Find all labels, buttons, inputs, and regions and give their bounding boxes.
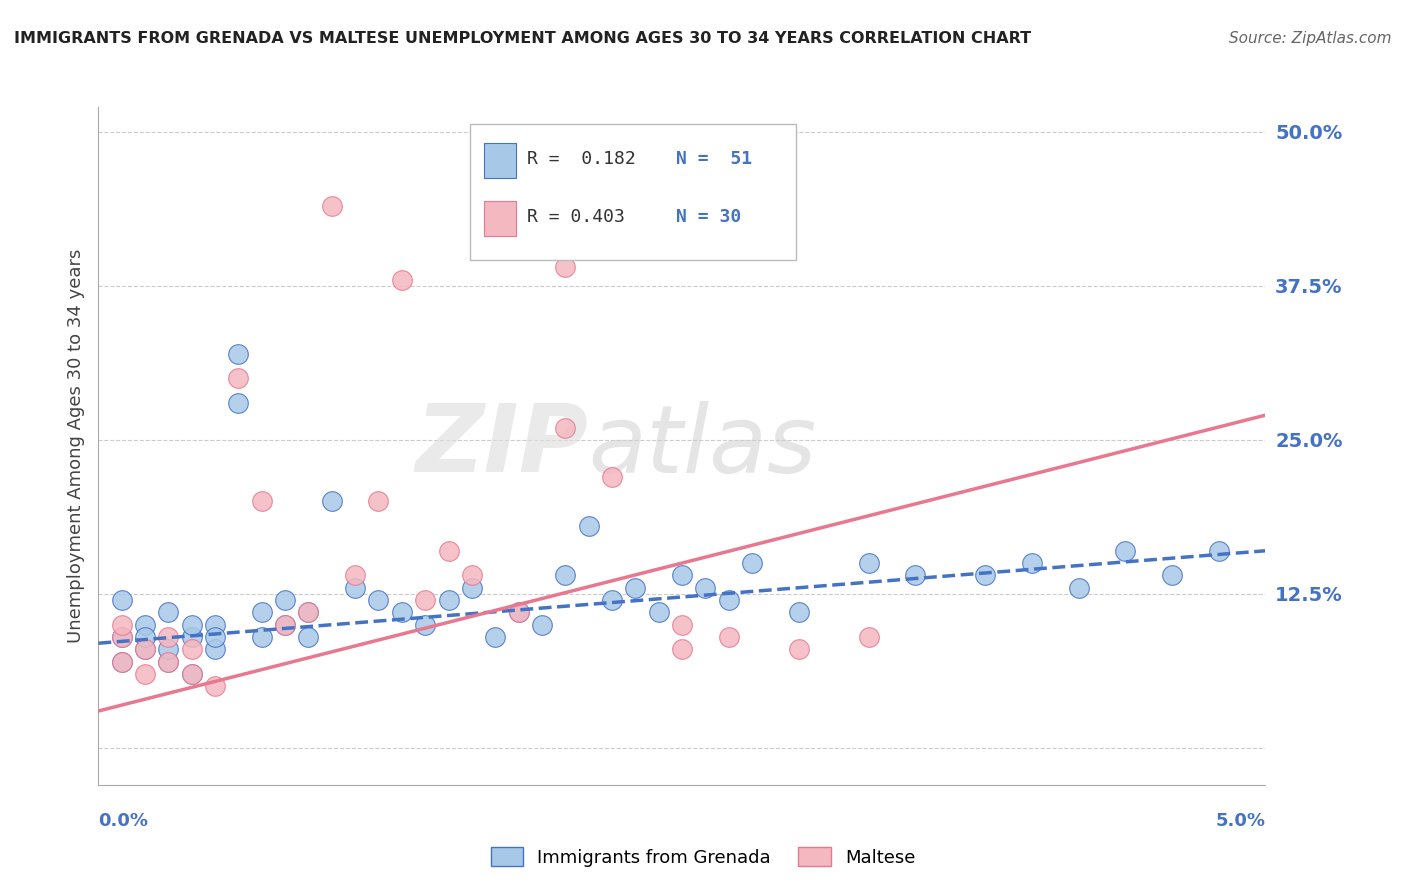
Point	[530, 617, 553, 632]
Point	[974, 568, 997, 582]
Y-axis label: Unemployment Among Ages 30 to 34 years: Unemployment Among Ages 30 to 34 years	[66, 249, 84, 643]
Point	[600, 593, 623, 607]
Point	[274, 617, 297, 632]
Point	[204, 617, 226, 632]
Text: Source: ZipAtlas.com: Source: ZipAtlas.com	[1229, 31, 1392, 46]
Text: 0.0%: 0.0%	[98, 812, 149, 830]
Point	[461, 568, 484, 582]
Point	[111, 655, 134, 669]
Point	[228, 346, 250, 360]
Point	[157, 642, 180, 657]
FancyBboxPatch shape	[484, 201, 516, 235]
Point	[228, 396, 250, 410]
Point	[250, 494, 273, 508]
Point	[134, 642, 156, 657]
Point	[367, 494, 389, 508]
Text: ZIP: ZIP	[416, 400, 589, 492]
Point	[624, 581, 647, 595]
Point	[250, 606, 273, 620]
Point	[858, 630, 880, 644]
Point	[647, 606, 669, 620]
Point	[297, 606, 319, 620]
Point	[741, 556, 763, 570]
Point	[904, 568, 927, 582]
Point	[228, 371, 250, 385]
Text: N =  51: N = 51	[676, 150, 752, 169]
Point	[180, 630, 202, 644]
Point	[134, 630, 156, 644]
Point	[180, 617, 202, 632]
Point	[695, 581, 717, 595]
Point	[671, 642, 693, 657]
Point	[180, 667, 202, 681]
Point	[134, 617, 156, 632]
Text: 5.0%: 5.0%	[1215, 812, 1265, 830]
Point	[111, 655, 134, 669]
Point	[180, 667, 202, 681]
Text: N = 30: N = 30	[676, 208, 741, 226]
Point	[134, 642, 156, 657]
Point	[1067, 581, 1090, 595]
Point	[1161, 568, 1184, 582]
Point	[391, 272, 413, 286]
Point	[157, 655, 180, 669]
Point	[858, 556, 880, 570]
Point	[157, 606, 180, 620]
Point	[180, 642, 202, 657]
FancyBboxPatch shape	[484, 143, 516, 178]
Point	[297, 630, 319, 644]
Point	[484, 630, 506, 644]
Point	[321, 199, 343, 213]
Point	[1114, 543, 1136, 558]
Point	[671, 617, 693, 632]
Point	[321, 494, 343, 508]
Text: IMMIGRANTS FROM GRENADA VS MALTESE UNEMPLOYMENT AMONG AGES 30 TO 34 YEARS CORREL: IMMIGRANTS FROM GRENADA VS MALTESE UNEMP…	[14, 31, 1031, 46]
Point	[250, 630, 273, 644]
Point	[508, 606, 530, 620]
Point	[1021, 556, 1043, 570]
Point	[600, 470, 623, 484]
Point	[204, 642, 226, 657]
Point	[413, 593, 436, 607]
Point	[554, 568, 576, 582]
Point	[344, 568, 367, 582]
Point	[274, 617, 297, 632]
Point	[508, 606, 530, 620]
Text: R = 0.403: R = 0.403	[527, 208, 624, 226]
Point	[717, 593, 740, 607]
Point	[111, 630, 134, 644]
Point	[461, 581, 484, 595]
Point	[344, 581, 367, 595]
Point	[1208, 543, 1230, 558]
Point	[391, 606, 413, 620]
Text: atlas: atlas	[589, 401, 817, 491]
Point	[111, 617, 134, 632]
Point	[157, 630, 180, 644]
FancyBboxPatch shape	[470, 124, 796, 260]
Point	[671, 568, 693, 582]
Point	[367, 593, 389, 607]
Point	[157, 655, 180, 669]
Point	[437, 543, 460, 558]
Point	[134, 667, 156, 681]
Text: R =  0.182: R = 0.182	[527, 150, 636, 169]
Point	[204, 630, 226, 644]
Legend: Immigrants from Grenada, Maltese: Immigrants from Grenada, Maltese	[484, 840, 922, 874]
Point	[578, 519, 600, 533]
Point	[717, 630, 740, 644]
Point	[111, 630, 134, 644]
Point	[787, 606, 810, 620]
Point	[111, 593, 134, 607]
Point	[204, 679, 226, 693]
Point	[554, 260, 576, 275]
Point	[787, 642, 810, 657]
Point	[274, 593, 297, 607]
Point	[554, 420, 576, 434]
Point	[437, 593, 460, 607]
Point	[297, 606, 319, 620]
Point	[413, 617, 436, 632]
